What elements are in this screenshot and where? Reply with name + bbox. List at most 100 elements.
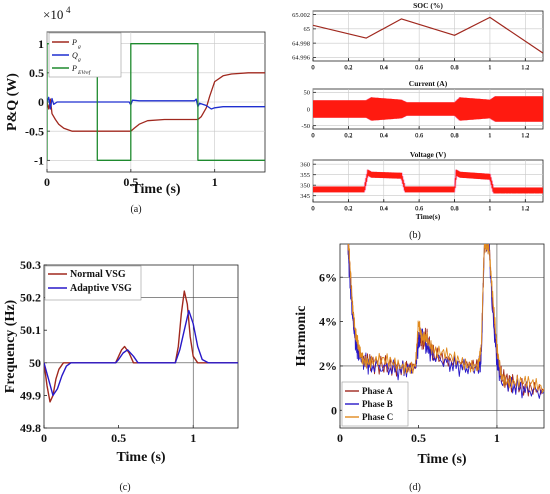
legend-label-2: Phase C bbox=[362, 412, 393, 422]
x-tick-label: 0.8 bbox=[450, 132, 458, 139]
x-tick-label: 1 bbox=[488, 65, 491, 72]
y-tick-label: 50.2 bbox=[20, 291, 41, 305]
legend-sub-2: EVref bbox=[77, 69, 92, 76]
legend-label-1: Phase B bbox=[362, 399, 393, 409]
x-tick-label: 0.6 bbox=[415, 132, 424, 139]
y-tick-label: 50.1 bbox=[20, 323, 41, 337]
x-tick-label: 0.6 bbox=[415, 65, 424, 72]
x-tick-label: 1.2 bbox=[521, 133, 529, 140]
y-tick-label: 65.002 bbox=[292, 12, 310, 19]
x-tick-label: 0.5 bbox=[411, 431, 426, 445]
x-tick-label: 0.8 bbox=[450, 65, 458, 72]
panel-label: (b) bbox=[409, 230, 421, 241]
y-tick-label: -1 bbox=[34, 154, 44, 168]
y-tick-label: 0 bbox=[307, 106, 310, 113]
x-tick-label: 1 bbox=[488, 205, 491, 212]
subplot-title-1: Current (A) bbox=[409, 79, 448, 88]
x-tick-label: 0.4 bbox=[380, 65, 389, 72]
x-tick-label: 0 bbox=[311, 65, 314, 72]
x-tick-label: 1 bbox=[488, 133, 491, 140]
x-tick-label: 0.4 bbox=[380, 132, 389, 139]
x-tick-label: 0.2 bbox=[344, 133, 352, 140]
y-tick-label: 0 bbox=[38, 95, 44, 109]
y-tick-label: 49.9 bbox=[20, 388, 41, 402]
x-axis-label: Time (s) bbox=[417, 452, 466, 467]
x-tick-label: 0 bbox=[311, 205, 314, 212]
x-tick-label: 0.6 bbox=[415, 133, 424, 140]
subplot-title-0: SOC (%) bbox=[413, 1, 443, 10]
panel-label: (c) bbox=[119, 482, 130, 493]
x-tick-label: 0.6 bbox=[415, 64, 424, 71]
legend-label-0: P bbox=[71, 38, 77, 47]
y-exponent: ×10 bbox=[43, 7, 63, 22]
y-tick-label: 50 bbox=[29, 356, 41, 370]
x-tick-label: 0.4 bbox=[380, 206, 389, 213]
x-tick-label: 0.4 bbox=[380, 133, 389, 140]
x-tick-label: 1 bbox=[212, 175, 218, 189]
soc-line bbox=[313, 16, 543, 54]
x-tick-label: 0 bbox=[311, 133, 314, 140]
x-tick-label: 0.2 bbox=[344, 206, 352, 213]
x-tick-label: 1.2 bbox=[521, 206, 529, 213]
y-tick-label: 49.8 bbox=[20, 421, 41, 435]
x-tick-label: 0.6 bbox=[415, 205, 424, 212]
x-tick-label: 0 bbox=[311, 206, 314, 213]
x-axis-label: Time (s) bbox=[116, 450, 165, 465]
x-tick-label: 0.2 bbox=[344, 205, 352, 212]
y-tick-label: 360 bbox=[300, 161, 310, 168]
x-tick-label: 0 bbox=[337, 431, 343, 445]
x-tick-label: 0.4 bbox=[380, 205, 389, 212]
y-tick-label: 50.3 bbox=[20, 258, 41, 272]
x-tick-label: 0.8 bbox=[450, 206, 458, 213]
x-tick-label: 0 bbox=[41, 431, 47, 445]
legend-label-0: Normal VSG bbox=[70, 269, 126, 280]
legend-sub-1: g bbox=[78, 57, 81, 63]
y-tick-label: 64.998 bbox=[292, 40, 310, 47]
y-tick-label: 1 bbox=[38, 37, 44, 51]
legend-label-2: P bbox=[71, 64, 77, 73]
x-tick-label: 0 bbox=[311, 132, 314, 139]
y-tick-label: 0.5 bbox=[29, 66, 44, 80]
x-tick-label: 1 bbox=[488, 206, 491, 213]
x-tick-label: 0.6 bbox=[415, 206, 424, 213]
x-tick-label: 1.2 bbox=[521, 65, 529, 72]
series-line-0 bbox=[47, 72, 265, 132]
series-line-2 bbox=[347, 244, 544, 394]
x-axis-label: Time(s) bbox=[416, 212, 441, 221]
signal-band-1 bbox=[313, 96, 543, 122]
x-tick-label: 0.5 bbox=[111, 431, 126, 445]
x-tick-label: 0.8 bbox=[450, 133, 458, 140]
plot-frame bbox=[312, 159, 544, 203]
x-tick-label: 0.5 bbox=[123, 175, 138, 189]
x-tick-label: 1 bbox=[494, 431, 500, 445]
legend-label-1: Q bbox=[72, 51, 78, 60]
y-tick-label: 64.996 bbox=[292, 55, 311, 62]
panel-label: (d) bbox=[409, 482, 421, 493]
x-tick-label: 0.2 bbox=[344, 65, 352, 72]
x-tick-label: 0 bbox=[44, 175, 50, 189]
x-tick-label: 1 bbox=[488, 64, 491, 71]
y-tick-label: -0.5 bbox=[25, 124, 44, 138]
x-tick-label: 0.4 bbox=[380, 64, 389, 71]
legend-label-0: Phase A bbox=[362, 386, 393, 396]
x-tick-label: 0.8 bbox=[450, 64, 458, 71]
y-tick-label: 6% bbox=[319, 270, 337, 284]
y-tick-label: 355 bbox=[300, 172, 310, 179]
y-tick-label: 350 bbox=[300, 182, 310, 189]
y-tick-label: 4% bbox=[319, 315, 337, 329]
x-tick-label: 1.2 bbox=[521, 132, 529, 139]
y-axis-label: Frequency (Hz) bbox=[3, 299, 18, 393]
x-tick-label: 1 bbox=[190, 431, 196, 445]
x-axis-label: Time (s) bbox=[131, 182, 180, 197]
series-line-1 bbox=[44, 309, 238, 397]
series-line-1 bbox=[47, 96, 265, 110]
legend-sub-0: g bbox=[78, 44, 81, 50]
x-tick-label: 1 bbox=[488, 132, 491, 139]
y-tick-label: 0 bbox=[331, 403, 337, 417]
plot-frame bbox=[312, 10, 544, 62]
y-tick-label: 2% bbox=[319, 359, 337, 373]
legend-label-1: Adaptive VSG bbox=[70, 283, 132, 294]
signal-band-2 bbox=[313, 169, 543, 194]
y-tick-label: -50 bbox=[301, 123, 310, 130]
